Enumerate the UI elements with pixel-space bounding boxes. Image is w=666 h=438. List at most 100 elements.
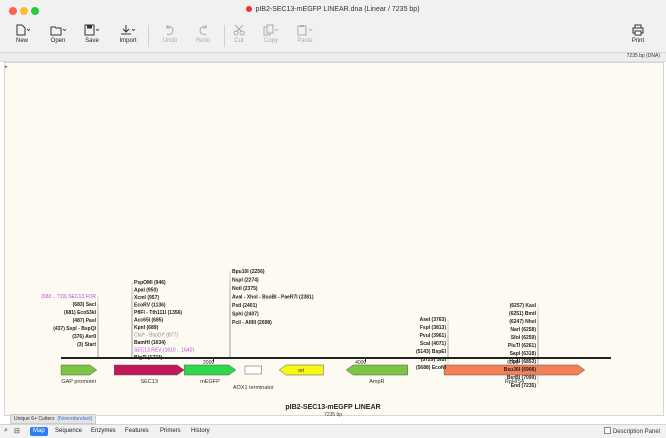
window-title-text: pIB2-SEC13-mEGFP LINEAR.dna (Linear / 72… (255, 6, 420, 13)
feature-ampr[interactable] (345, 364, 408, 376)
feature-sec13[interactable] (113, 364, 185, 376)
expand-arrow-icon[interactable]: ▸ (5, 64, 8, 70)
feature-label: AmpR (369, 379, 384, 385)
toolbar-separator (148, 25, 149, 47)
enzyme-site-label[interactable]: PstI (2401) (232, 303, 257, 309)
printer-icon (632, 24, 644, 36)
enzyme-site-label[interactable]: (437) SspI - BspQI (53, 326, 96, 332)
feature-rphis4[interactable] (443, 364, 586, 376)
copy-label: Copy (263, 38, 278, 44)
minimize-window-button[interactable] (20, 7, 28, 15)
feature-label: AOX1 terminator (233, 385, 274, 391)
feature-aox1-terminator[interactable] (244, 365, 262, 375)
feature-megfp[interactable] (183, 364, 237, 376)
enzyme-site-label[interactable]: PspOMI (946) (134, 280, 166, 286)
save-button[interactable]: Save (72, 22, 112, 44)
enzyme-site-label[interactable]: AseI (3763) (420, 317, 447, 323)
search-icon[interactable]: ⌕ (4, 427, 8, 434)
enzyme-site-label[interactable]: (376) AvrII (72, 334, 96, 340)
undo-label: Undo (162, 38, 178, 44)
sequence-length-info: 7235 bp (DNA) (626, 53, 660, 59)
tab-primers[interactable]: Primers (160, 428, 181, 434)
save-icon (84, 24, 100, 36)
enzyme-site-label[interactable]: End (7235) (511, 383, 537, 389)
import-button[interactable]: Import (108, 22, 148, 44)
enzyme-site-label[interactable]: (3) Start (77, 342, 96, 348)
new-button[interactable]: New (2, 22, 42, 44)
enzyme-site-label[interactable]: SphI (2407) (232, 312, 259, 318)
feature-gap-promoter[interactable] (60, 364, 98, 376)
ruler-tick-label: 6000 (507, 360, 519, 366)
enzyme-site-label[interactable]: PflFI - Tth111I (1356) (134, 310, 182, 316)
enzyme-site-label[interactable]: (6257) KasI (510, 303, 537, 309)
print-button[interactable]: Print (618, 22, 658, 44)
undo-button[interactable]: Undo (150, 22, 190, 44)
enzyme-site-label[interactable]: HpaI (6853) (509, 359, 536, 365)
tab-enzymes[interactable]: Enzymes (91, 428, 116, 434)
enzyme-site-label[interactable]: (6247) NheI (509, 319, 536, 325)
tab-map[interactable]: Map (30, 427, 48, 436)
enzyme-site-label[interactable]: (6251) BmtI (509, 311, 537, 317)
enzyme-site-label[interactable]: NarI (6258) (510, 327, 536, 333)
close-window-button[interactable] (9, 7, 17, 15)
ruler-tick (213, 359, 215, 362)
enzyme-site-label[interactable]: AvaI - XhoI - BsoBI - PaeR7I (2381) (232, 295, 314, 301)
enzyme-site-label[interactable]: PvuI (3961) (420, 333, 447, 339)
description-panel-toggle[interactable]: Description Panel (603, 427, 660, 435)
tab-sequence[interactable]: Sequence (55, 428, 83, 434)
enzyme-site-label[interactable]: (681) Eco53kI (64, 310, 97, 316)
enzyme-site-label[interactable]: SfoI (6259) (511, 335, 537, 341)
enzyme-site-label[interactable]: BamHI (1634) (134, 340, 166, 346)
copy-button[interactable]: Copy (251, 22, 291, 44)
enzyme-site-label[interactable]: NspI (2274) (232, 278, 259, 284)
open-label: Open (50, 38, 66, 44)
enzyme-site-label[interactable]: XcmI (957) (134, 295, 159, 301)
sequence-ruler (61, 357, 611, 359)
cut-button[interactable]: Cut (219, 22, 259, 44)
unique-cutters-selector[interactable]: Unique 6+ Cutters (Nonredundant) (10, 414, 97, 424)
open-button[interactable]: Open (38, 22, 78, 44)
ruler-tick (365, 359, 367, 362)
enzyme-site-label[interactable]: Bpu10I (2256) (232, 269, 265, 275)
enzyme-site-label[interactable]: SEC13.REV (1610 .. 1640) (134, 348, 194, 354)
enzyme-site-label[interactable]: (487) PasI (73, 318, 97, 324)
nonredundant-label: (Nonredundant) (57, 416, 93, 422)
tab-history[interactable]: History (191, 428, 210, 434)
enzyme-site-label[interactable]: Acc65I (685) (134, 318, 164, 324)
enzyme-site-label[interactable]: (5143) BspEI (416, 349, 447, 355)
description-panel-label: Description Panel (612, 429, 660, 435)
enzyme-site-label[interactable]: PluTI (6261) (508, 343, 536, 349)
paste-button[interactable]: Paste (285, 22, 325, 44)
enzyme-site-label[interactable]: Bsu36I (6908) (504, 367, 537, 373)
enzyme-site-label[interactable]: ClaI* - BspDI* (877) (134, 333, 178, 339)
enzyme-site-label[interactable]: (5729) StuI (421, 357, 447, 363)
paste-label: Paste (297, 38, 313, 44)
enzyme-site-label[interactable]: NotI (2375) (232, 286, 258, 292)
enzyme-site-label[interactable]: ApaI (950) (134, 288, 158, 294)
description-panel-checkbox[interactable] (603, 427, 611, 434)
enzyme-site-label[interactable]: (5688) EcoNI (416, 365, 447, 371)
enzyme-site-label[interactable]: (683 .. 719) SEC13.FOR (41, 294, 96, 300)
ruler-tick-label: 4000 (355, 360, 367, 366)
enzyme-site-label[interactable]: FspI (3813) (420, 325, 446, 331)
grid-view-icon[interactable]: ⊟ (14, 428, 20, 435)
enzyme-site-label[interactable]: KpnI (689) (134, 325, 159, 331)
enzyme-site-label[interactable]: PciI - AflIII (2698) (232, 320, 272, 326)
cut-label: Cut (234, 38, 244, 44)
enzyme-site-label[interactable]: (683) SacI (73, 302, 97, 308)
import-icon (121, 25, 136, 35)
new-file-icon (16, 24, 30, 36)
enzyme-site-label[interactable]: SapI (6318) (510, 351, 537, 357)
document-icon (246, 6, 253, 12)
tab-features[interactable]: Features (125, 428, 149, 434)
zoom-window-button[interactable] (31, 7, 39, 15)
redo-button[interactable]: Redo (183, 22, 223, 44)
redo-label: Redo (195, 38, 211, 44)
enzyme-site-label[interactable]: EcoRV (1136) (134, 303, 166, 309)
enzyme-site-label[interactable]: ScaI (4071) (420, 341, 446, 347)
toolbar: New Open Save Import Undo Redo Cut Copy … (0, 20, 666, 53)
enzyme-site-label[interactable]: BsrBI (7099) (507, 375, 537, 381)
undo-icon (166, 25, 174, 35)
map-subtitle: 7235 bp (323, 412, 343, 418)
feature-ori[interactable] (278, 364, 324, 376)
